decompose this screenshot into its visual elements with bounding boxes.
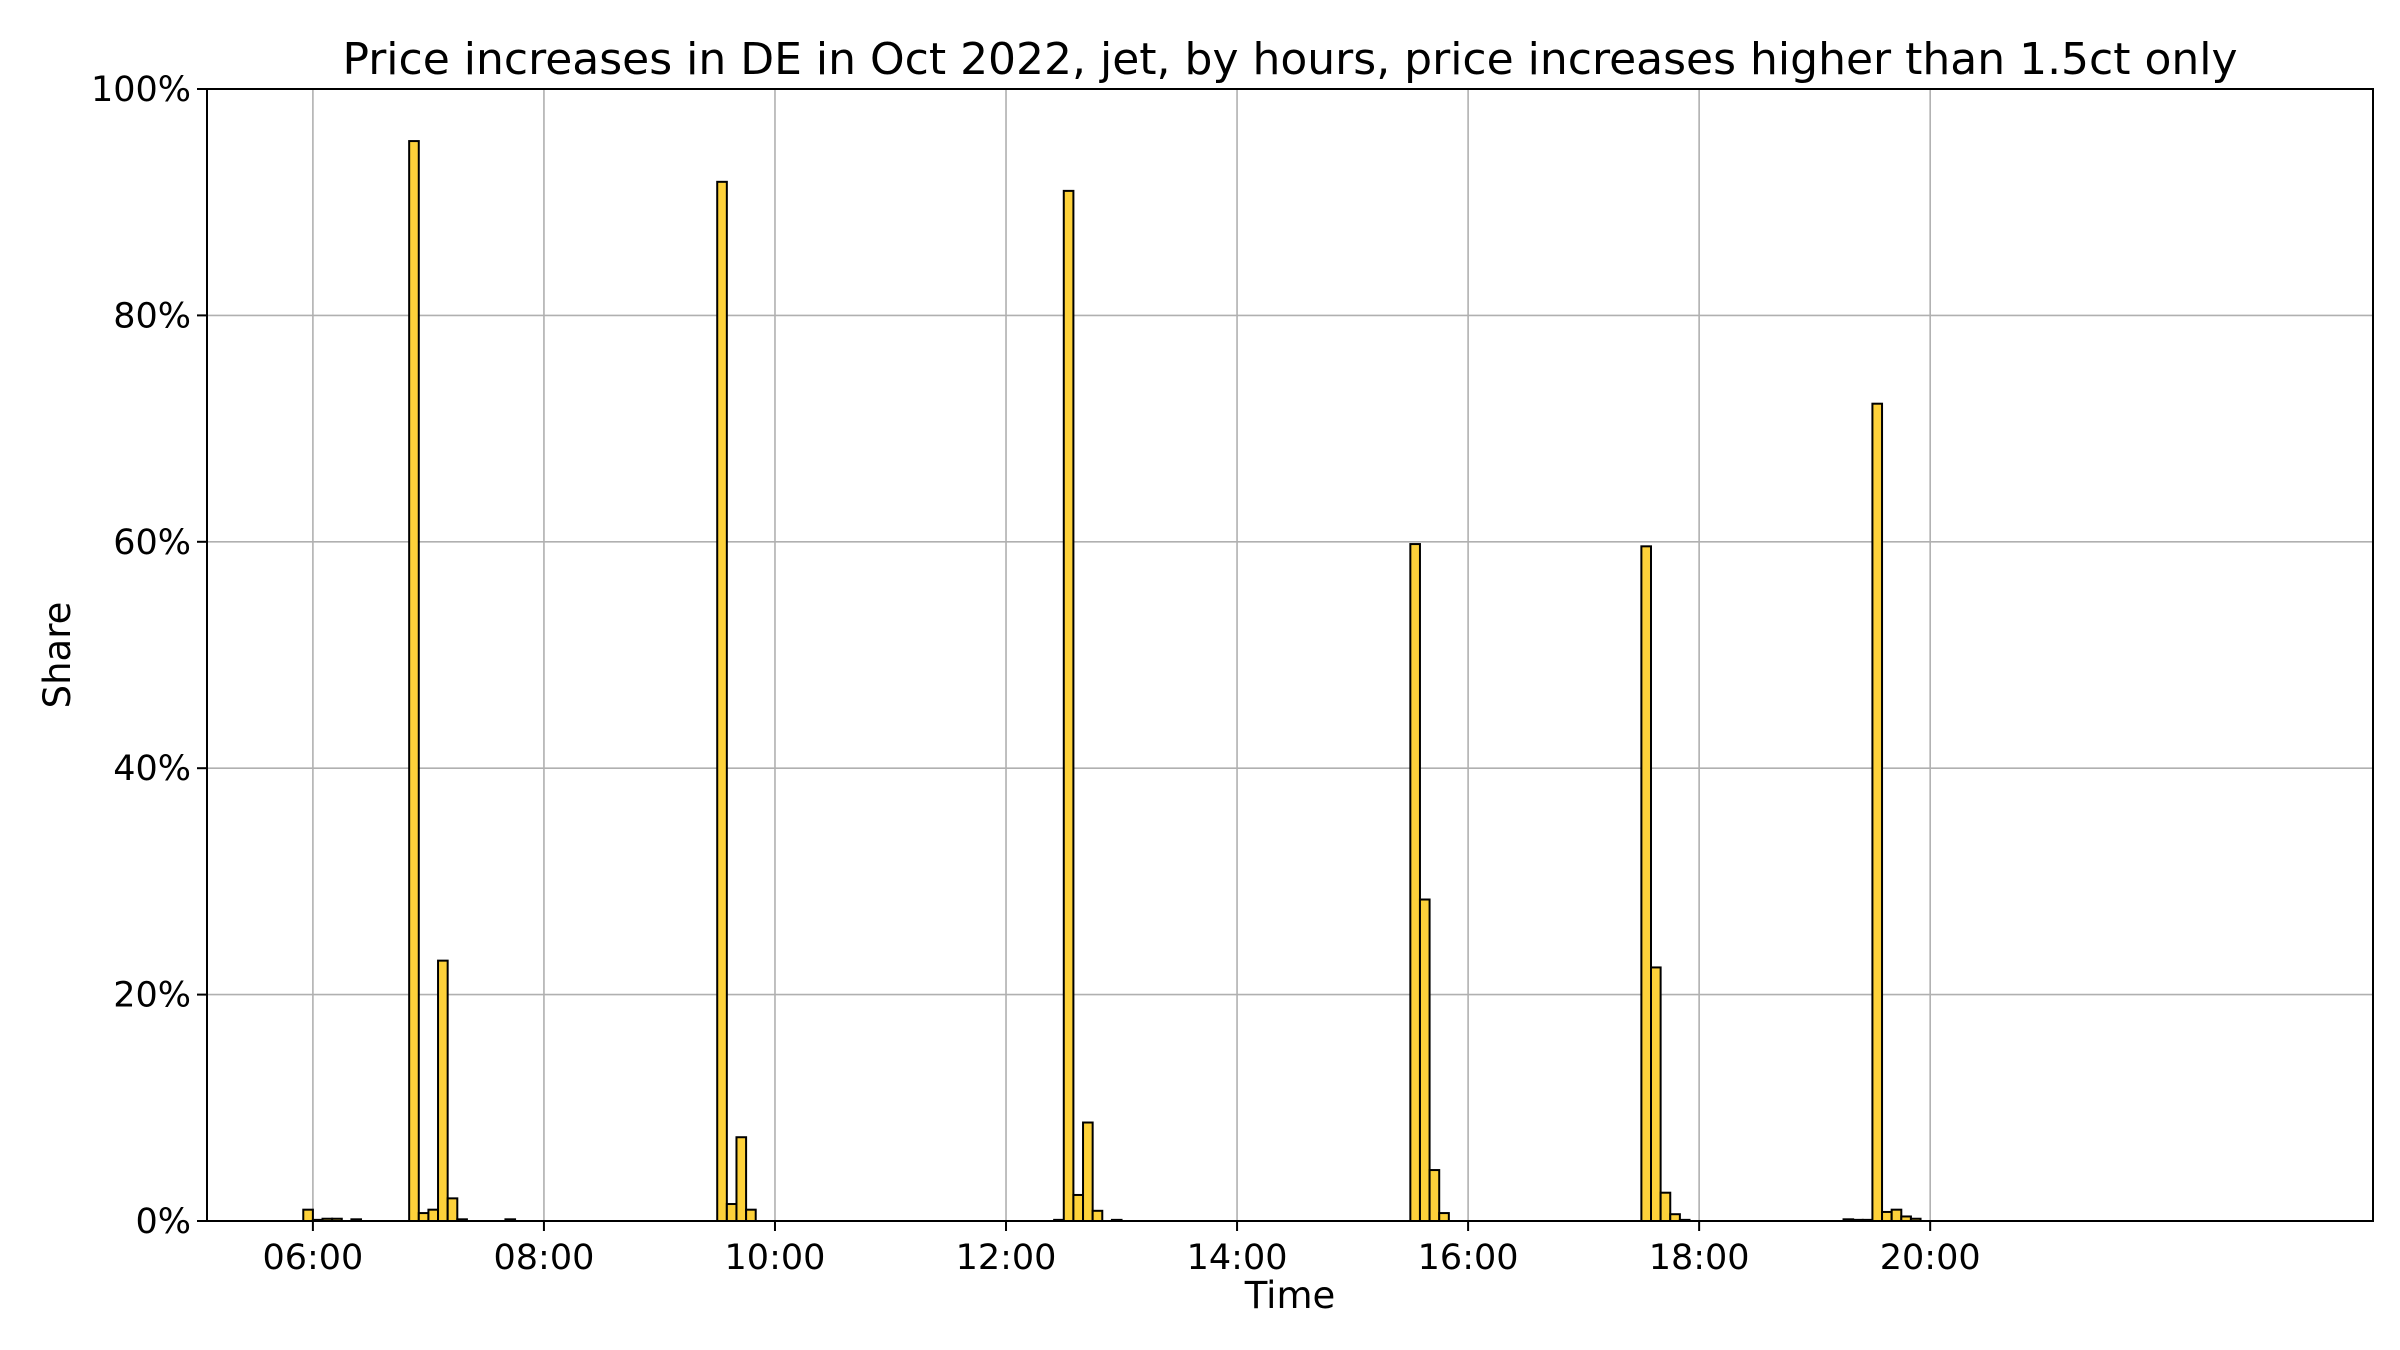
plot-frame <box>206 88 2374 1222</box>
y-tick-label: 0% <box>135 1202 191 1242</box>
histogram-bar <box>1881 1210 1893 1222</box>
histogram-bar <box>1438 1212 1450 1223</box>
histogram-bar <box>1062 189 1075 1222</box>
histogram-bar <box>1409 543 1421 1222</box>
histogram-bar <box>725 1203 738 1223</box>
histogram-bar <box>1428 1169 1441 1223</box>
y-axis-label: Share <box>36 602 79 709</box>
ticks: 06:00 08:00 10:00 12:00 14:00 16:00 18:00 20:00… <box>91 70 1981 1278</box>
histogram-bar <box>735 1136 748 1223</box>
chart-title: Price increases in DE in Oct 2022, jet, … <box>342 34 2237 85</box>
histogram-bar <box>1640 545 1653 1222</box>
y-tick-label: 80% <box>113 296 191 336</box>
x-tick-label: 06:00 <box>262 1238 363 1278</box>
y-tick-label: 60% <box>113 523 191 563</box>
y-tick-label: 40% <box>113 749 191 789</box>
histogram-bar <box>1669 1213 1681 1223</box>
x-tick-label: 08:00 <box>493 1238 594 1278</box>
histogram-bar <box>446 1197 459 1222</box>
histogram-bar <box>1650 966 1662 1222</box>
histogram-bar <box>302 1208 314 1223</box>
histogram-bar <box>437 959 449 1222</box>
histogram-bar <box>1072 1193 1085 1222</box>
x-tick-label: 16:00 <box>1418 1238 1519 1278</box>
histogram-bar <box>1418 898 1431 1223</box>
histogram-bar <box>745 1208 757 1223</box>
y-tick-label: 20% <box>113 976 191 1016</box>
histogram-bar <box>408 140 420 1222</box>
x-tick-label: 10:00 <box>725 1238 826 1278</box>
x-tick-label: 20:00 <box>1880 1238 1981 1278</box>
histogram-bar <box>716 180 728 1223</box>
x-tick-label: 12:00 <box>956 1238 1057 1278</box>
y-tick-label: 100% <box>91 70 191 110</box>
histogram-bar <box>1091 1209 1104 1223</box>
histogram-bar <box>417 1212 430 1223</box>
histogram-bar <box>1082 1121 1094 1222</box>
histogram-bar <box>1890 1208 1903 1223</box>
x-tick-label: 18:00 <box>1649 1238 1750 1278</box>
x-tick-label: 14:00 <box>1187 1238 1288 1278</box>
histogram-bar <box>1871 402 1884 1223</box>
x-axis-label: Time <box>1244 1274 1336 1317</box>
histogram-bar <box>427 1208 440 1223</box>
histogram-bar <box>1659 1191 1672 1222</box>
